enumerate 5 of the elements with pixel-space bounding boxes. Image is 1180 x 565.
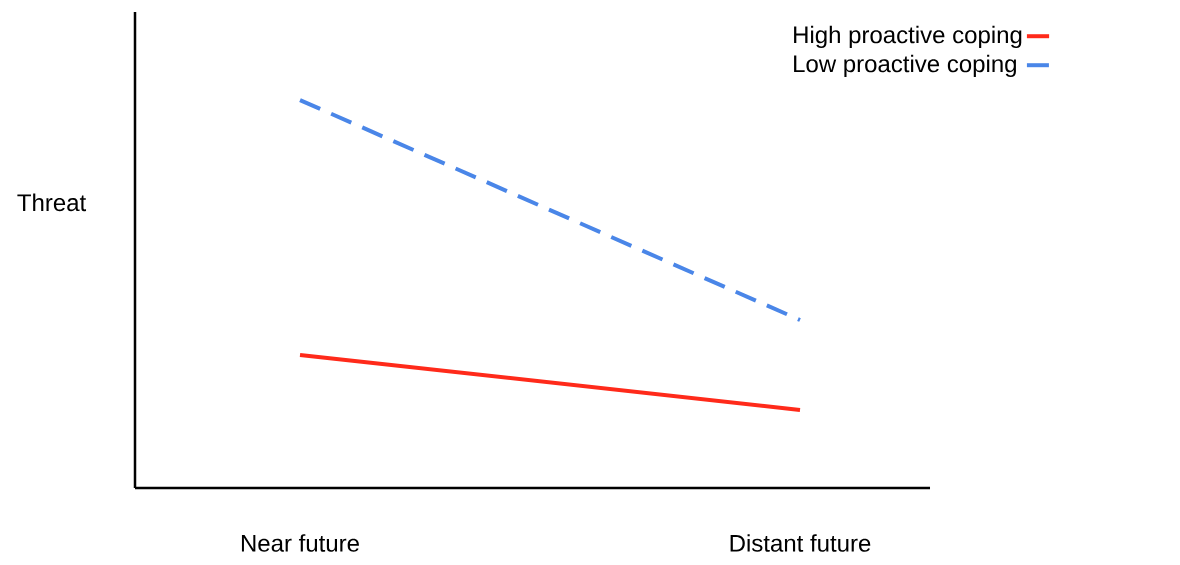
y-axis-title: Threat — [17, 193, 87, 212]
legend-label: High proactive coping — [794, 25, 1022, 49]
x-tick-label: Distant future — [730, 534, 871, 552]
legend-label: Low proactive coping — [794, 54, 1016, 78]
x-tick-label: Near future — [241, 534, 359, 552]
